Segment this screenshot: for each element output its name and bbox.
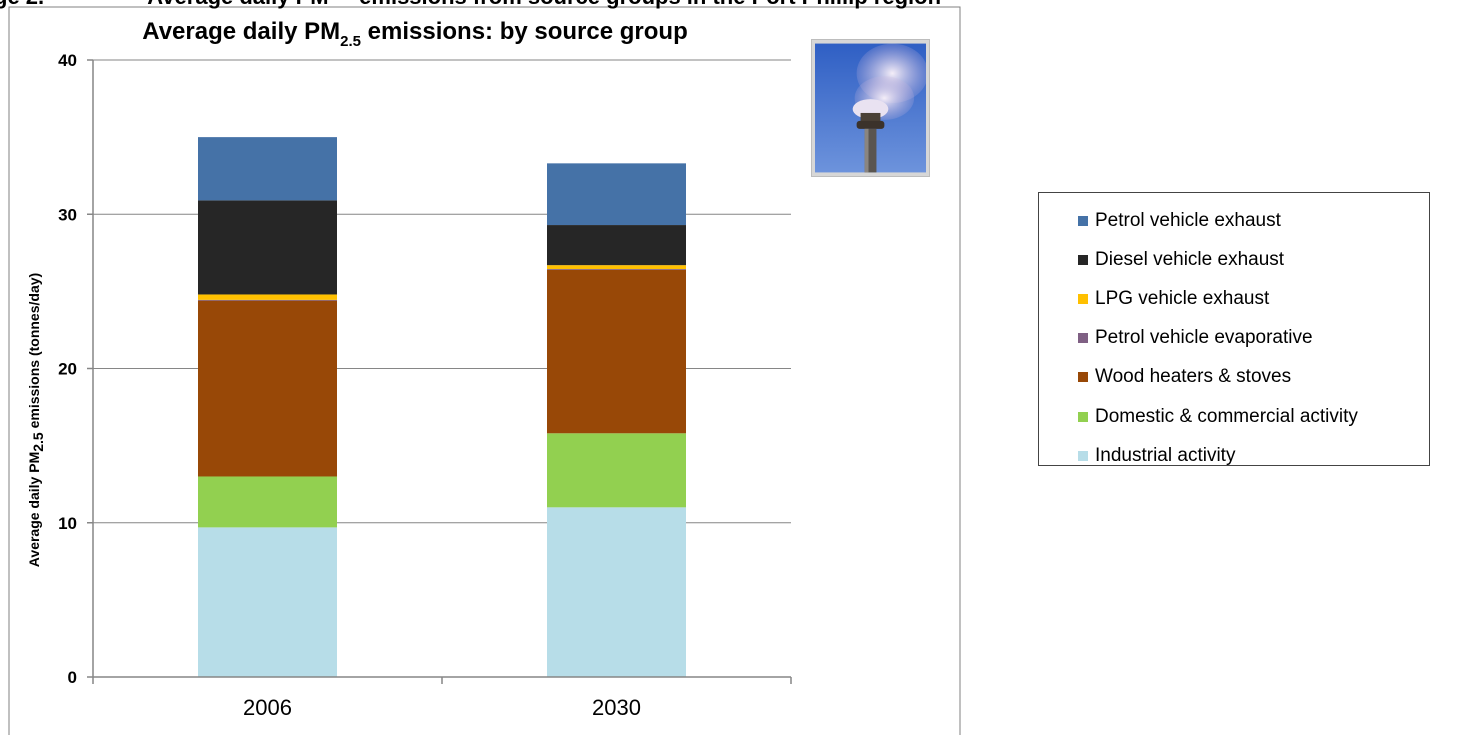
bar-segment (198, 200, 337, 295)
legend-label: LPG vehicle exhaust (1095, 287, 1270, 309)
bar-segment (198, 299, 337, 301)
y-axis-label: Average daily PM2.5 emissions (tonnes/da… (26, 273, 46, 567)
bar-segment (547, 225, 686, 266)
x-tick-label: 2006 (243, 695, 292, 720)
legend-label: Petrol vehicle evaporative (1095, 327, 1313, 349)
y-axis-label-main: Average daily PM (26, 452, 42, 567)
smokestack-photo (811, 39, 930, 177)
bar-segment (547, 269, 686, 434)
legend-item: Petrol vehicle evaporative (1078, 319, 1358, 358)
legend-item: Wood heaters & stoves (1078, 358, 1358, 397)
legend-swatch (1078, 254, 1088, 265)
legend-item: LPG vehicle exhaust (1078, 279, 1358, 318)
legend-label: Domestic & commercial activity (1095, 405, 1358, 427)
legend-item: Diesel vehicle exhaust (1078, 240, 1358, 279)
legend-swatch (1078, 372, 1088, 383)
gridlines (93, 59, 791, 524)
bars (198, 137, 686, 677)
legend-label: Industrial activity (1095, 444, 1236, 466)
y-tick-label: 40 (58, 51, 77, 70)
y-tick-label: 0 (68, 668, 77, 687)
bar-segment (198, 300, 337, 477)
legend-swatch (1078, 450, 1088, 461)
y-axis-label-suffix: emissions (tonnes/day) (26, 273, 42, 432)
chart-title: Average daily PM2.5 emissions: by source… (142, 18, 687, 50)
legend-label: Petrol vehicle exhaust (1095, 209, 1281, 231)
chart-frame (8, 6, 961, 735)
legend-item: Industrial activity (1078, 436, 1358, 475)
legend-item: Domestic & commercial activity (1078, 397, 1358, 436)
legend-label: Diesel vehicle exhaust (1095, 248, 1285, 270)
legend-label: Wood heaters & stoves (1095, 366, 1292, 388)
legend-swatch (1078, 333, 1088, 344)
legend-swatch (1078, 215, 1088, 226)
legend-item: Petrol vehicle exhaust (1078, 201, 1358, 240)
bar-segment (547, 163, 686, 226)
chart-title-subscript: 2.5 (340, 33, 361, 50)
legend-swatch (1078, 411, 1088, 422)
header-fragment: ge 2. Average daily PM emissions from so… (0, 0, 941, 9)
bar-segment (198, 476, 337, 528)
y-tick-label: 20 (58, 360, 77, 379)
y-axis-label-subscript: 2.5 (30, 432, 46, 452)
x-tick-label: 2030 (592, 695, 641, 720)
legend-list: Petrol vehicle exhaust Diesel vehicle exh… (1078, 201, 1358, 475)
bar-segment (198, 527, 337, 677)
y-tick-label: 30 (58, 205, 77, 224)
y-ticks: 0 10 20 30 40 (58, 51, 93, 687)
y-tick-label: 10 (58, 514, 77, 533)
bar-segment (547, 269, 686, 270)
chart-title-suffix: emissions: by source group (361, 18, 688, 45)
bar-segment (547, 507, 686, 677)
legend: Petrol vehicle exhaust Diesel vehicle exh… (1038, 192, 1430, 466)
x-ticks: 2006 2030 (92, 677, 792, 720)
bar-segment (547, 265, 686, 270)
bar-segment (198, 137, 337, 201)
bar-segment (198, 294, 337, 300)
smokestack-icon (815, 43, 926, 173)
legend-swatch (1078, 293, 1088, 304)
bar-segment (547, 433, 686, 508)
chart-title-main: Average daily PM (142, 18, 340, 45)
